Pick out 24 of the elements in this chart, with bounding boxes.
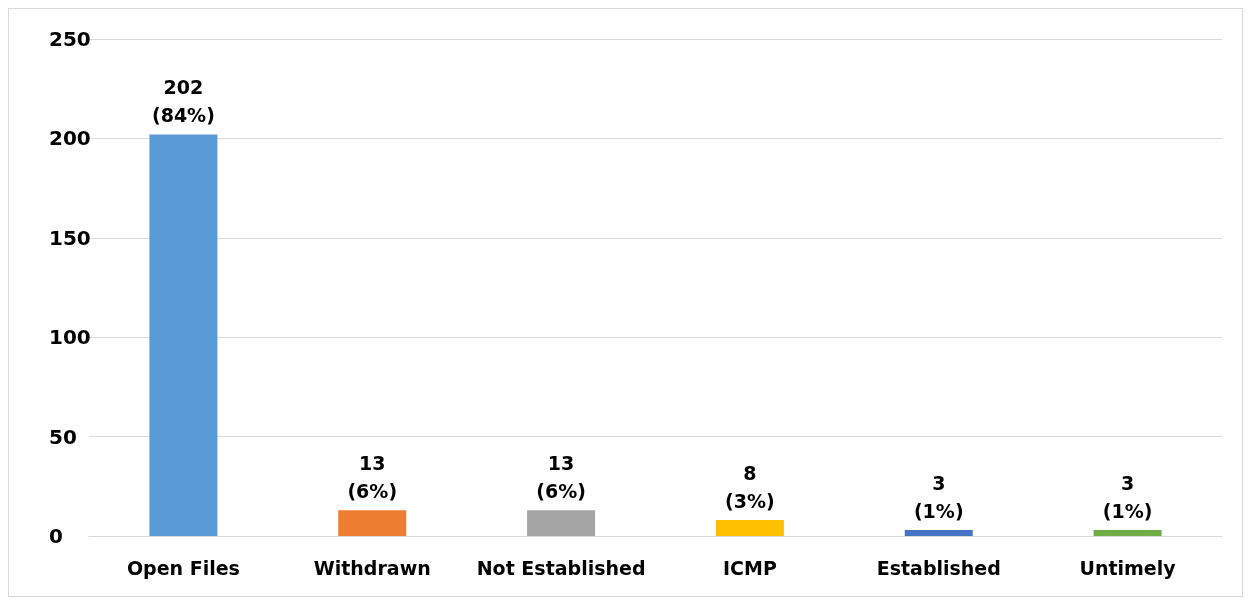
data-label: 3 (1%) [913,472,964,523]
data-label: 8 (3%) [725,462,775,513]
data-label: 202 (84%) [151,76,215,127]
x-tick-label: Established [876,556,1001,579]
x-tick-label: Not Established [476,556,646,579]
y-tick-label: 200 [49,126,91,151]
data-label: 3 (1%) [1102,472,1153,523]
bar [149,134,218,536]
data-label: 13 (6%) [536,452,586,503]
y-tick-label: 100 [49,325,91,350]
bar [527,510,596,536]
x-tick-label: Open Files [126,556,240,579]
y-tick-label: 250 [49,27,91,51]
y-tick-label: 150 [49,225,91,250]
bar [904,530,973,536]
bar [715,520,784,536]
x-tick-label: Untimely [1079,556,1177,579]
bar [338,510,407,536]
bar [1093,530,1162,536]
y-tick-label: 0 [49,524,63,548]
y-tick-label: 50 [49,424,77,449]
x-tick-label: Withdrawn [313,556,431,579]
data-label: 13 (6%) [347,452,398,503]
x-tick-label: ICMP [722,556,777,579]
